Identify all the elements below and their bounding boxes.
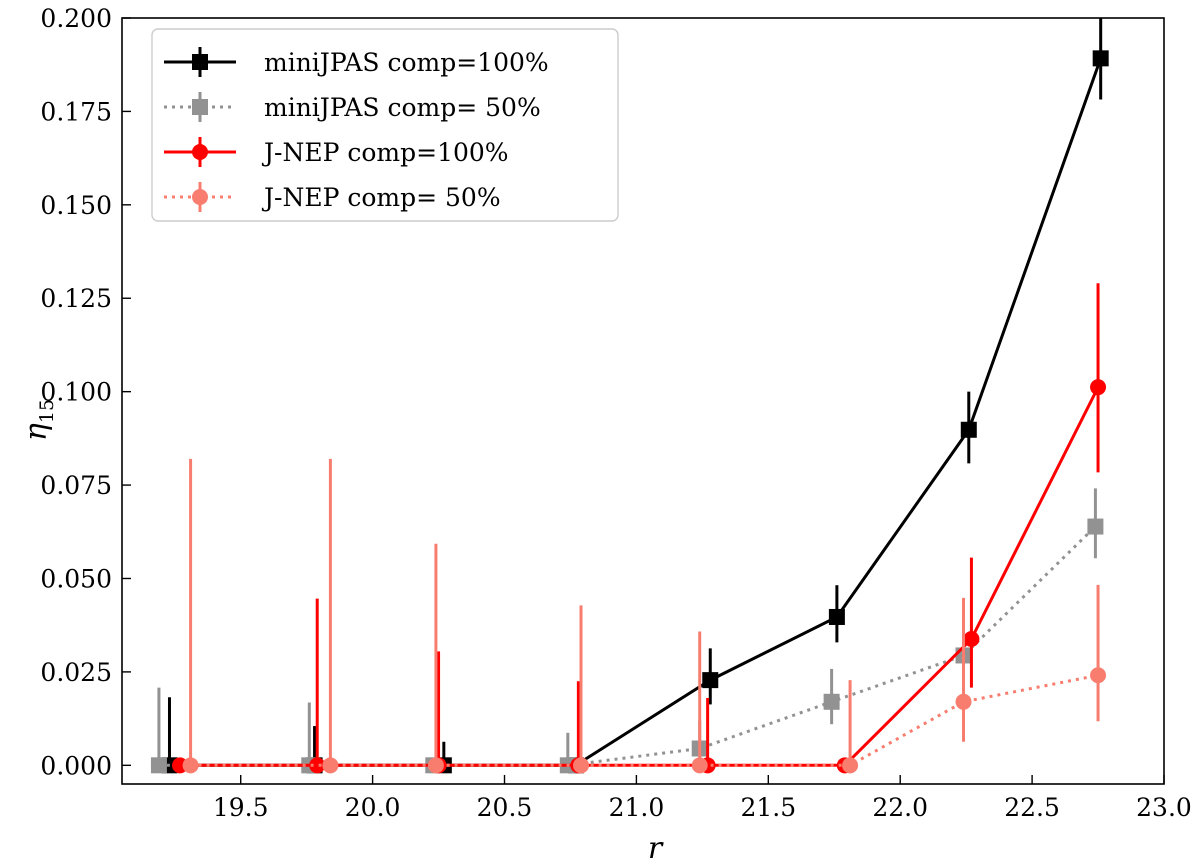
y-tick-label: 0.100 [40,378,112,407]
x-tick-label: 23.0 [1136,793,1192,822]
x-tick-label: 21.5 [740,793,796,822]
y-axis-label: η15 [19,399,58,441]
y-tick-label: 0.150 [40,191,112,220]
x-tick-label: 22.0 [872,793,928,822]
y-tick-label: 0.075 [40,471,112,500]
y-tick-label: 0.175 [40,97,112,126]
series-j-nep-comp-50 [182,458,1107,774]
data-point-j-nep-comp-50 [322,757,339,774]
data-point-j-nep-comp-50 [182,757,199,774]
data-point-j-nep-comp-50 [1090,667,1107,684]
legend-marker [192,99,208,115]
legend: miniJPAS comp=100% miniJPAS comp= 50% J-NE… [151,28,619,222]
legend-entry-minijpas-comp-100: miniJPAS comp=100% [164,47,549,77]
legend-label: miniJPAS comp= 50% [264,93,541,122]
legend-entry-minijpas-comp-50: miniJPAS comp= 50% [164,92,541,122]
y-axis-label-main: η [19,423,54,441]
x-tick-label: 22.5 [1004,793,1060,822]
y-tick-label: 0.125 [40,284,112,313]
legend-marker [192,144,208,160]
legend-marker [192,54,208,70]
series-line-minijpas-comp-50 [158,525,1097,767]
plot-area [150,18,1109,774]
data-point-j-nep-comp-50 [573,757,590,774]
data-point-j-nep-comp-100 [1090,379,1107,396]
y-axis-label-subscript: 15 [36,399,58,423]
x-tick-label: 20.0 [345,793,401,822]
y-tick-label: 0.200 [40,4,112,33]
x-tick-label: 20.5 [477,793,533,822]
legend-entry-j-nep-comp-50: J-NEP comp= 50% [164,182,501,212]
data-point-minijpas-comp-50 [823,693,840,710]
data-point-j-nep-comp-50 [842,757,859,774]
x-tick-label: 21.0 [609,793,665,822]
data-point-j-nep-comp-50 [427,757,444,774]
y-tick-label: 0.050 [40,564,112,593]
data-point-j-nep-comp-50 [955,693,972,710]
data-point-minijpas-comp-100 [960,421,977,438]
axes-frame [121,17,1165,785]
data-point-j-nep-comp-100 [309,757,326,774]
data-point-minijpas-comp-100 [828,608,845,625]
legend-marker [192,189,208,205]
series-line-j-nep-comp-50 [190,673,1099,767]
x-tick-label: 19.5 [213,793,269,822]
data-point-minijpas-comp-100 [702,672,719,689]
data-point-minijpas-comp-50 [150,757,167,774]
data-point-j-nep-comp-100 [963,631,980,648]
y-tick-label: 0.025 [40,658,112,687]
data-point-j-nep-comp-50 [691,757,708,774]
data-point-minijpas-comp-50 [1087,518,1104,535]
legend-label: miniJPAS comp=100% [264,48,549,77]
legend-box [151,28,619,222]
axis-ticks: 19.5 20.0 20.5 21.0 21.5 22.0 22.5 23.0 0.000 0.0… [40,4,1191,822]
legend-label: J-NEP comp=100% [261,138,509,167]
series-minijpas-comp-50 [150,488,1104,774]
legend-entry-j-nep-comp-100: J-NEP comp=100% [164,137,509,167]
y-tick-label: 0.000 [40,751,112,780]
data-point-minijpas-comp-100 [1092,50,1109,67]
legend-label: J-NEP comp= 50% [261,183,501,212]
x-axis-label: r [648,831,664,865]
